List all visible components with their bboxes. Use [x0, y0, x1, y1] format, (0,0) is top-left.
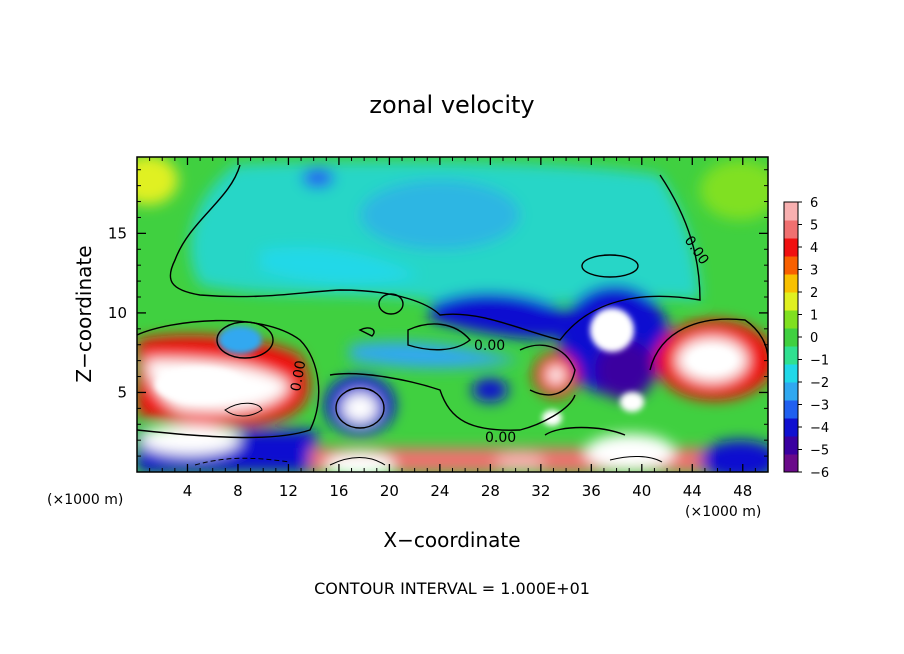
- colorbar-swatch: [784, 274, 798, 293]
- colorbar-label: 6: [810, 196, 818, 211]
- y-axis: 5 10 15: [108, 169, 768, 457]
- x-tick-label: 44: [683, 482, 702, 500]
- colorbar-label: 4: [810, 241, 818, 256]
- colorbar-label: −6: [810, 466, 829, 481]
- x-tick-label: 24: [430, 482, 449, 500]
- colorbar-swatch: [784, 256, 798, 275]
- x-tick-label: 4: [183, 482, 193, 500]
- y-tick-label: 15: [108, 224, 127, 242]
- contour-label: 0.00: [474, 338, 505, 354]
- colorbar-swatch: [784, 328, 798, 347]
- colorbar-label: 1: [810, 309, 818, 324]
- colorbar-swatch: [784, 238, 798, 257]
- y-tick-label: 10: [108, 304, 127, 322]
- colorbar-label: −2: [810, 376, 829, 391]
- x-tick-label: 48: [733, 482, 752, 500]
- x-tick-label: 20: [380, 482, 399, 500]
- colorbar-label: −1: [810, 354, 829, 369]
- contour-lines: [137, 164, 768, 466]
- colorbar-swatch: [784, 364, 798, 383]
- x-unit-label-left: (×1000 m): [47, 492, 123, 508]
- contour-interval-note: CONTOUR INTERVAL = 1.000E+01: [314, 579, 590, 598]
- x-tick-label: 12: [279, 482, 298, 500]
- colorbar-label: 0: [810, 331, 818, 346]
- contour-label: 0.00: [485, 430, 516, 446]
- x-tick-label: 32: [531, 482, 550, 500]
- colorbar-swatch: [784, 382, 798, 401]
- colorbar-label: 2: [810, 286, 818, 301]
- x-tick-label: 36: [582, 482, 601, 500]
- x-tick-label: 28: [481, 482, 500, 500]
- colorbar-label: −3: [810, 399, 829, 414]
- colorbar-swatch: [784, 220, 798, 239]
- colorbar-swatch: [784, 202, 798, 221]
- colorbar-swatch: [784, 436, 798, 455]
- contour-label: 0.00: [288, 359, 309, 392]
- colorbar: 6 5 4 3 2 1 0 −1 −2 −3 −4 −5 −6: [783, 196, 829, 481]
- chart-title: zonal velocity: [369, 91, 534, 119]
- x-axis: 4 8 12 16 20 24 28 32 36 40 44 48: [149, 157, 756, 500]
- colorbar-swatch: [784, 400, 798, 419]
- y-tick-label: 5: [117, 383, 127, 401]
- colorbar-swatch: [784, 346, 798, 365]
- colorbar-label: −5: [810, 444, 829, 459]
- colorbar-swatch: [784, 292, 798, 311]
- colorbar-label: −4: [810, 421, 829, 436]
- colorbar-label: 3: [810, 264, 818, 279]
- velocity-field: [137, 157, 768, 472]
- x-tick-label: 16: [329, 482, 348, 500]
- colorbar-swatch: [784, 418, 798, 437]
- y-axis-label: Z−coordinate: [72, 245, 96, 382]
- colorbar-swatch: [784, 454, 798, 473]
- x-tick-label: 8: [233, 482, 243, 500]
- colorbar-label: 5: [810, 219, 818, 234]
- x-axis-label: X−coordinate: [383, 528, 520, 552]
- x-tick-label: 40: [632, 482, 651, 500]
- colorbar-swatch: [784, 310, 798, 329]
- x-unit-label-right: (×1000 m): [685, 504, 761, 520]
